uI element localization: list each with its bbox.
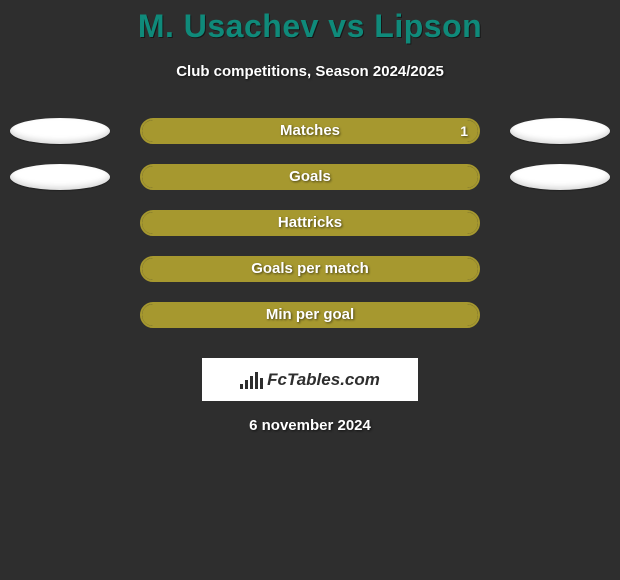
- value-pill-right: [510, 164, 610, 190]
- bars-icon: [240, 371, 263, 389]
- stat-bar: Hattricks: [140, 210, 480, 236]
- stat-row: Min per goal: [0, 302, 620, 348]
- stat-value-right: 1: [460, 120, 468, 142]
- stat-label: Matches: [142, 120, 478, 142]
- stat-label: Hattricks: [142, 212, 478, 234]
- logo-text: FcTables.com: [267, 370, 380, 390]
- stat-bar: Goals: [140, 164, 480, 190]
- value-pill-left: [10, 164, 110, 190]
- stat-rows: Matches1 Goals Hattricks Goals per match Min…: [0, 118, 620, 348]
- stat-bar: Matches1: [140, 118, 480, 144]
- stat-label: Goals: [142, 166, 478, 188]
- stat-row: Goals per match: [0, 256, 620, 302]
- page-title: M. Usachev vs Lipson: [0, 0, 620, 45]
- stat-bar: Min per goal: [140, 302, 480, 328]
- date-text: 6 november 2024: [0, 417, 620, 434]
- subtitle: Club competitions, Season 2024/2025: [0, 63, 620, 80]
- stat-row: Hattricks: [0, 210, 620, 256]
- logo-box: FcTables.com: [202, 358, 418, 401]
- stat-row: Goals: [0, 164, 620, 210]
- value-pill-right: [510, 118, 610, 144]
- stat-label: Min per goal: [142, 304, 478, 326]
- stat-row: Matches1: [0, 118, 620, 164]
- stat-label: Goals per match: [142, 258, 478, 280]
- value-pill-left: [10, 118, 110, 144]
- stat-bar: Goals per match: [140, 256, 480, 282]
